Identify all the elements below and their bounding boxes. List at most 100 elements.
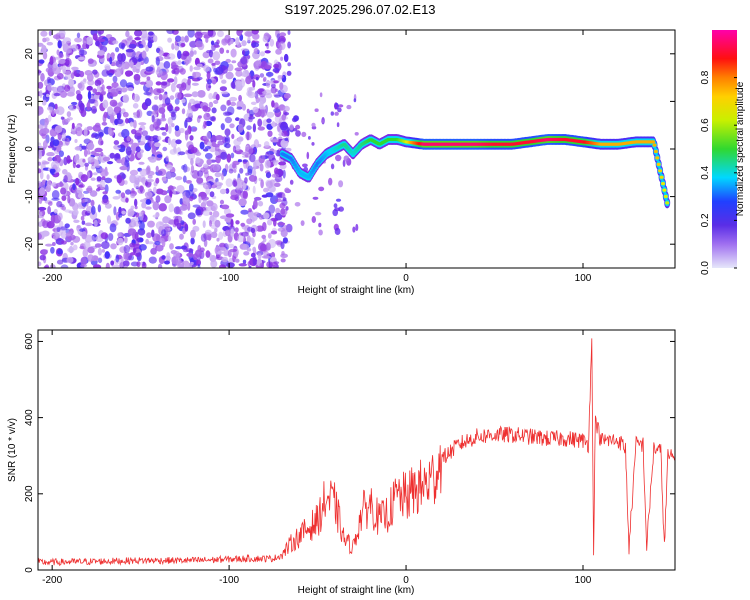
spectrogram-noise-cell [219,264,226,268]
spectrogram-noise-cell [206,71,211,80]
spectrogram-noise-cell [90,164,96,170]
spectrogram-noise-cell [196,76,203,81]
spectrogram-noise-cell [338,104,344,108]
spectrogram-noise-cell [163,94,168,99]
spectrogram-noise-cell [252,123,256,133]
spectrogram-noise-cell [132,103,139,109]
spectrogram-noise-cell [244,30,253,37]
spectrogram-noise-cell [253,199,258,209]
spectrogram-noise-cell [246,248,252,252]
spectrogram-noise-cell [101,249,106,253]
spectrogram-ridge-core [658,169,663,173]
spectrogram-noise-cell [66,111,72,118]
spectrogram-noise-cell [73,69,77,77]
spectrogram-noise-cell [73,105,77,109]
spectrogram-noise-cell [87,156,95,163]
spectrogram-noise-cell [159,237,165,244]
spectrogram-noise-cell [125,197,129,203]
colorbar-tick-label: 0.2 [700,213,711,227]
spectrogram-noise-cell [113,206,117,216]
snr-y-label: SNR (10 * v/v) [7,418,18,482]
spectrogram-noise-cell [257,118,263,127]
spectrogram-noise-cell [190,237,195,245]
spectrogram-noise-cell [86,126,94,131]
spectrogram-heatmap [38,30,671,268]
spectrogram-noise-cell [77,56,86,61]
spectrogram-noise-cell [182,175,187,183]
spectrogram-noise-cell [95,91,101,96]
spectrogram-noise-cell [272,67,280,73]
spectrogram-noise-cell [64,209,72,213]
spectrogram-noise-cell [258,214,264,220]
spectrogram-noise-cell [146,241,154,245]
spectrogram-noise-cell [90,199,95,207]
spectrogram-noise-cell [101,121,108,126]
spectrogram-noise-cell [80,215,85,221]
spectrogram-noise-cell [311,142,315,146]
spectrogram-noise-cell [319,92,323,98]
spectrogram-noise-cell [243,251,250,256]
spectrogram-noise-cell [56,144,62,153]
spectrogram-noise-cell [108,40,112,45]
spectrogram-noise-cell [98,95,103,101]
spectrogram-noise-cell [206,158,212,166]
spectrogram-noise-cell [48,30,52,37]
spectrogram-noise-cell [93,153,101,157]
spectrogram-noise-cell [49,55,54,66]
spectrogram-noise-cell [97,30,104,35]
spectrogram-noise-cell [139,186,144,191]
spectrogram-noise-cell [196,177,204,184]
spectrogram-noise-cell [225,178,233,188]
spectrogram-noise-cell [203,163,209,168]
spectrogram-noise-cell [179,68,186,75]
spectrogram-noise-cell [205,152,213,160]
spectrogram-noise-cell [252,185,256,194]
spectrogram-noise-cell [242,159,249,163]
spectrogram-noise-cell [151,145,157,155]
spectrogram-noise-cell [214,219,221,228]
spectrogram-noise-cell [280,122,287,127]
spectrogram-noise-cell [281,193,286,198]
spectrogram-noise-cell [146,232,152,239]
spectrogram-noise-cell [155,165,159,173]
spectrogram-noise-cell [343,155,350,162]
spectrogram-noise-cell [174,92,182,100]
spectrogram-noise-cell [314,211,322,216]
spectrogram-noise-cell [282,197,287,202]
spectrogram-noise-cell [235,117,240,122]
spectrogram-noise-cell [39,170,44,180]
spectrogram-noise-cell [266,111,275,118]
spectrogram-noise-cell [183,93,193,98]
spectrogram-noise-cell [72,183,76,191]
spectrogram-noise-cell [66,155,71,164]
spectrogram-noise-cell [117,232,122,238]
spectrogram-noise-cell [308,136,311,140]
spectrogram-noise-cell [75,177,80,186]
spectrogram-noise-cell [235,144,241,151]
spectrogram-noise-cell [271,121,276,128]
spectrogram-noise-cell [83,78,87,82]
spectrogram-noise-cell [219,47,225,54]
spectrogram-noise-cell [226,243,235,249]
spectrogram-noise-cell [38,42,44,47]
spectrogram-noise-cell [118,213,123,218]
spectrogram-noise-cell [154,142,161,147]
spectrogram-noise-cell [109,99,118,107]
spectrogram-noise-cell [163,56,171,60]
spectrogram-noise-cell [192,218,196,225]
spectrogram-noise-cell [185,117,193,123]
spectrogram-noise-cell [56,259,64,265]
spectrogram-noise-cell [125,189,132,195]
spectrogram-noise-cell [106,215,112,224]
spectrogram-noise-cell [182,163,188,173]
spectrogram-noise-cell [124,180,128,185]
spectrogram-noise-cell [133,119,137,129]
spectrogram-noise-cell [156,154,163,158]
spectrogram-noise-cell [253,161,257,171]
spectrogram-noise-cell [159,127,166,131]
spectrogram-noise-cell [263,141,270,148]
spectrogram-noise-cell [71,66,79,71]
spectrogram-noise-cell [81,199,85,204]
spectrogram-noise-cell [265,43,269,47]
spectrogram-noise-cell [124,70,134,77]
